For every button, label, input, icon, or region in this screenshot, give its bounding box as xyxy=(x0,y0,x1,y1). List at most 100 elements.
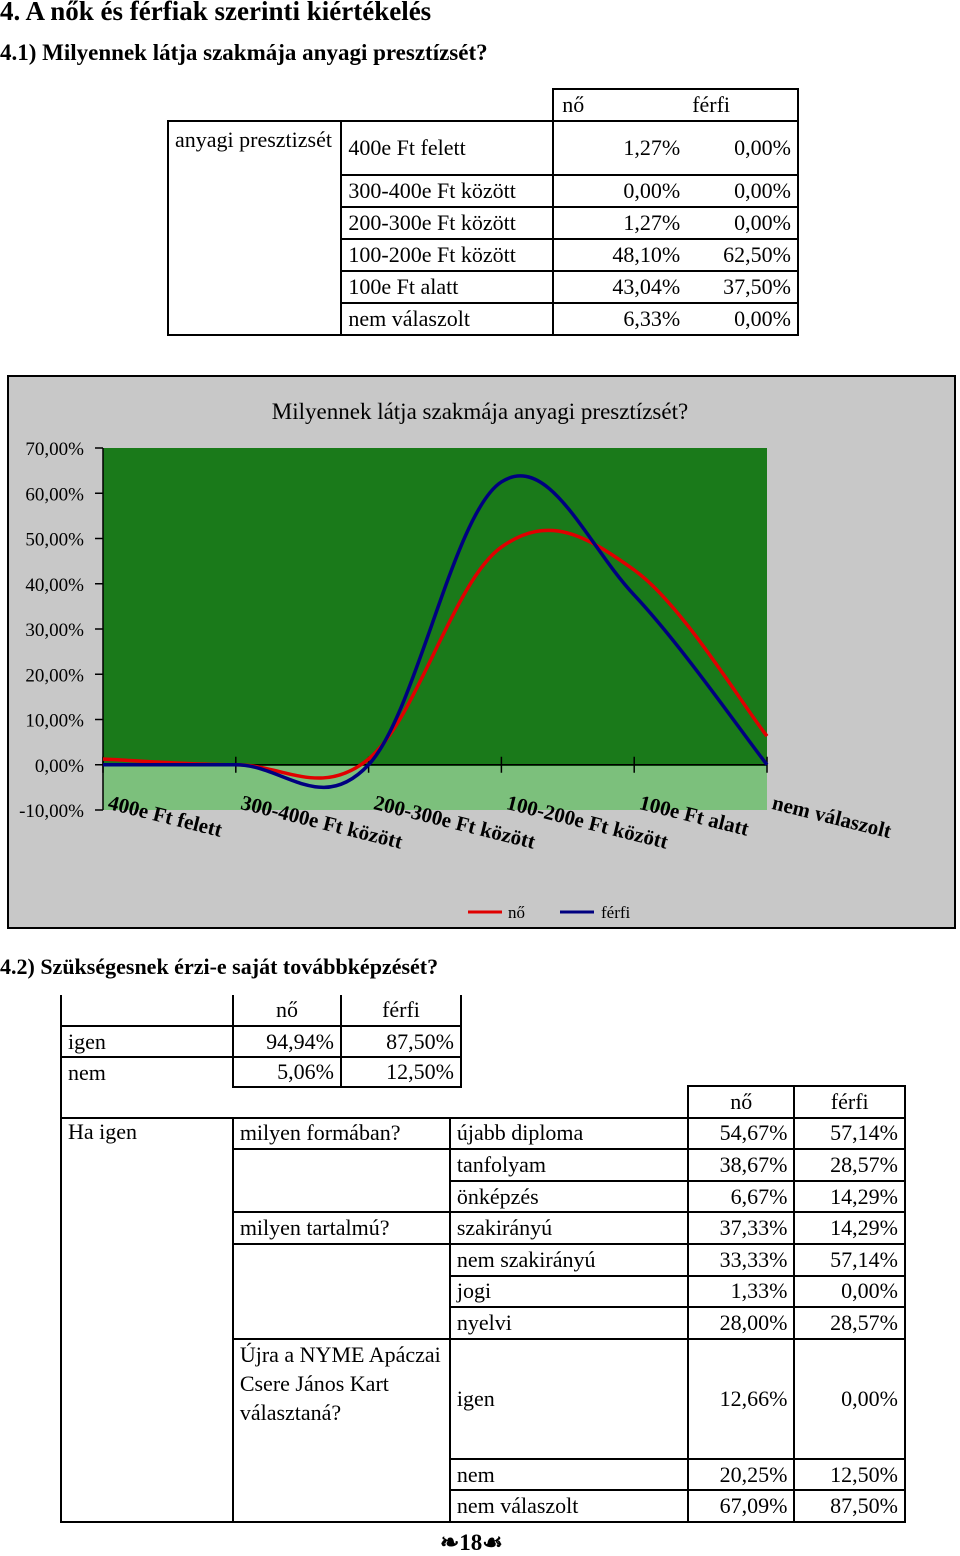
table-row: nem szakirányú 33,33% 57,14% xyxy=(61,1242,906,1339)
series-group xyxy=(102,474,769,790)
cell-no: 1,27% xyxy=(552,120,687,175)
q1-table: nő férfi anyagi presztizsét 400e Ft fele… xyxy=(166,88,799,336)
cell-ferfi: 0,00% xyxy=(793,1274,906,1308)
row-label: 100e Ft alatt xyxy=(341,270,554,303)
row-label: 100-200e Ft között xyxy=(341,238,554,271)
cell-no: 28,00% xyxy=(686,1306,795,1339)
cell-no: 94,94% xyxy=(232,1025,341,1057)
col-header-no: nő xyxy=(686,1085,795,1118)
section-title: 4. A nők és férfiak szerinti kiértékelés xyxy=(0,0,432,26)
y-tick-label: 50,00% xyxy=(25,530,84,551)
series-line-ferfi xyxy=(103,474,769,790)
cell-ferfi: 87,50% xyxy=(340,1025,462,1057)
cell-no: 43,04% xyxy=(552,270,687,303)
row-label: újabb diploma xyxy=(448,1116,688,1150)
table-row: Újra a NYME Apáczai Csere János Kart vál… xyxy=(61,1337,906,1523)
chart-title: Milyennek látja szakmája anyagi presztíz… xyxy=(272,399,688,424)
table-row: tanfolyam 38,67% 28,57% xyxy=(61,1148,906,1213)
row-label: jogi xyxy=(448,1274,688,1308)
cell-no: 54,67% xyxy=(686,1116,795,1150)
legend-label-no: nő xyxy=(508,903,525,922)
cell-ferfi: 57,14% xyxy=(793,1116,906,1150)
cell-no: 5,06% xyxy=(232,1056,341,1088)
y-tick-label: 0,00% xyxy=(35,756,84,777)
cell-no: 12,66% xyxy=(686,1337,795,1459)
table-row: 200-300e Ft között 1,27% 0,00% xyxy=(168,206,799,239)
cell-no: 6,67% xyxy=(686,1179,795,1213)
ornament-left-icon: ❧ xyxy=(440,1530,460,1555)
row-label: igen xyxy=(448,1337,688,1459)
table-row: nem 20,25% 12,50% xyxy=(61,1457,906,1491)
cell-ferfi: 87,50% xyxy=(793,1489,906,1523)
cell-ferfi: 12,50% xyxy=(340,1056,462,1088)
table-row: nem 5,06% 12,50% xyxy=(60,1056,462,1088)
table-row: önképzés 6,67% 14,29% xyxy=(61,1179,906,1213)
cell-no: 38,67% xyxy=(686,1148,795,1181)
y-tick-label: 70,00% xyxy=(25,439,84,460)
question-label: Újra a NYME Apáczai Csere János Kart vál… xyxy=(231,1337,450,1523)
row-label: 400e Ft felett xyxy=(341,120,554,175)
cell-ferfi: 62,50% xyxy=(686,238,799,271)
q2-table: nő férfi igen 94,94% 87,50% nem 5,06% 12… xyxy=(60,995,462,1088)
cell-no: 37,33% xyxy=(686,1211,795,1244)
table-row: 100-200e Ft között 48,10% 62,50% xyxy=(168,238,799,271)
table-row: Ha igen milyen formában? újabb diploma 5… xyxy=(60,1116,906,1523)
y-axis: 70,00% 60,00% 50,00% 40,00% 30,00% 20,00% 10,0… xyxy=(19,439,104,822)
table-row: igen 94,94% 87,50% xyxy=(60,1025,462,1057)
legend: nő férfi xyxy=(468,903,631,922)
table-row: nem válaszolt 67,09% 87,50% xyxy=(61,1489,906,1523)
ornament-right-icon: ☙ xyxy=(482,1530,503,1555)
cell-ferfi: 0,00% xyxy=(686,206,799,239)
row-label: nem válaszolt xyxy=(448,1489,688,1523)
ha-igen-label: Ha igen xyxy=(60,1116,233,1523)
y-tick-label: -10,00% xyxy=(19,801,84,822)
cell-no: 67,09% xyxy=(686,1489,795,1523)
cell-ferfi: 14,29% xyxy=(793,1179,906,1213)
plot-background xyxy=(103,448,767,810)
cell-ferfi: 12,50% xyxy=(793,1457,906,1491)
cell-ferfi: 57,14% xyxy=(793,1242,906,1276)
y-tick-label: 40,00% xyxy=(25,575,84,596)
col-header-no: nő xyxy=(552,88,687,122)
row-label: igen xyxy=(60,1025,233,1057)
q3-table: nő férfi Ha igen milyen formában? újabb … xyxy=(60,1085,906,1523)
cell-no: 1,33% xyxy=(686,1274,795,1308)
col-header-ferfi: férfi xyxy=(686,88,799,122)
q2-title: 4.2) Szükségesnek érzi-e saját továbbkép… xyxy=(0,954,439,979)
table-header-row: nő férfi xyxy=(168,88,799,122)
page-number: ❧18☙ xyxy=(440,1530,503,1556)
cell-no: 48,10% xyxy=(552,238,687,271)
y-tick-label: 60,00% xyxy=(25,484,84,505)
table-row: anyagi presztizsét 400e Ft felett 1,27% … xyxy=(166,120,799,336)
table-row: milyen tartalmú? szakirányú 37,33% 14,29… xyxy=(61,1211,906,1244)
plot-negative-band xyxy=(103,766,767,810)
table-header-row: nő férfi xyxy=(60,995,462,1026)
cell-ferfi: 37,50% xyxy=(686,270,799,303)
row-label: nem xyxy=(60,1056,233,1087)
cell-no: 0,00% xyxy=(552,174,687,207)
col-header-no: nő xyxy=(232,995,341,1026)
page-number-value: 18 xyxy=(459,1530,483,1555)
q1-title: 4.1) Milyennek látja szakmája anyagi pre… xyxy=(0,40,488,65)
col-header-ferfi: férfi xyxy=(793,1085,906,1118)
row-label: 200-300e Ft között xyxy=(341,206,554,239)
row-label: önképzés xyxy=(448,1179,688,1213)
question-label: milyen formában? xyxy=(231,1116,450,1150)
y-tick-label: 30,00% xyxy=(25,620,84,641)
cell-ferfi: 28,57% xyxy=(793,1306,906,1339)
line-chart: Milyennek látja szakmája anyagi presztíz… xyxy=(7,375,956,929)
row-label: 300-400e Ft között xyxy=(341,174,554,207)
table-header-row: nő férfi xyxy=(60,1085,906,1118)
cell-no: 6,33% xyxy=(552,302,687,336)
y-tick-label: 10,00% xyxy=(25,711,84,732)
table-row: nem válaszolt 6,33% 0,00% xyxy=(168,302,799,336)
row-group-label: anyagi presztizsét xyxy=(166,120,343,336)
cell-ferfi: 0,00% xyxy=(686,120,799,175)
cell-no: 33,33% xyxy=(686,1242,795,1276)
cell-no: 1,27% xyxy=(552,206,687,239)
cell-no: 20,25% xyxy=(686,1457,795,1491)
y-tick-label: 20,00% xyxy=(25,665,84,686)
row-label: nem xyxy=(448,1457,688,1491)
cell-ferfi: 0,00% xyxy=(686,302,799,336)
row-label: tanfolyam xyxy=(448,1148,688,1181)
